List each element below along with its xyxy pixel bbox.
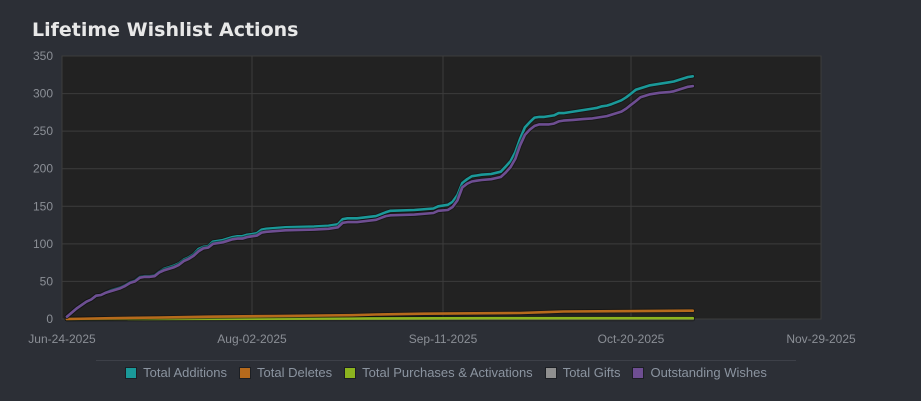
y-tick-label: 250 [33, 124, 53, 138]
y-tick-label: 150 [33, 199, 53, 213]
legend-label: Outstanding Wishes [650, 365, 767, 380]
legend-label: Total Additions [143, 365, 227, 380]
chart-title: Lifetime Wishlist Actions [32, 19, 299, 41]
legend-label: Total Gifts [562, 365, 621, 380]
x-axis: Jun-24-2025 Aug-02-2025 Sep-11-2025 Oct-20-… [28, 332, 856, 346]
series-line-total-deletes[interactable] [65, 309, 695, 321]
legend-swatch [344, 366, 357, 379]
legend-swatch [544, 366, 557, 379]
legend-label: Total Deletes [257, 365, 333, 380]
plot-background [61, 55, 822, 320]
legend-item-total-gifts[interactable]: Total Gifts [544, 365, 621, 380]
y-tick-label: 100 [33, 237, 53, 251]
y-tick-label: 350 [33, 49, 53, 63]
legend-item-total-purchases-activations[interactable]: Total Purchases & Activations [344, 365, 533, 380]
legend-swatch [239, 366, 251, 379]
y-tick-label: 200 [33, 162, 53, 176]
legend-item-outstanding-wishes[interactable]: Outstanding Wishes [632, 365, 767, 380]
x-tick-label: Oct-20-2025 [598, 332, 665, 346]
legend: Total Additions Total Deletes Total Purcha… [96, 360, 796, 384]
legend-swatch [632, 366, 645, 379]
x-tick-label: Jun-24-2025 [28, 332, 96, 346]
x-tick-label: Nov-29-2025 [786, 332, 856, 346]
x-tick-label: Sep-11-2025 [409, 332, 478, 346]
series-group [64, 74, 696, 322]
legend-item-total-deletes[interactable]: Total Deletes [239, 365, 332, 380]
y-tick-label: 0 [46, 312, 53, 326]
legend-label: Total Purchases & Activations [362, 365, 533, 380]
y-tick-label: 50 [40, 274, 54, 288]
legend-swatch [125, 366, 138, 379]
y-tick-label: 300 [33, 87, 53, 101]
y-axis: 0 50 100 150 200 250 300 350 [33, 49, 53, 326]
x-tick-label: Aug-02-2025 [217, 332, 287, 346]
series-line-outstanding-wishes[interactable] [65, 84, 695, 318]
legend-item-total-additions[interactable]: Total Additions [125, 365, 227, 380]
